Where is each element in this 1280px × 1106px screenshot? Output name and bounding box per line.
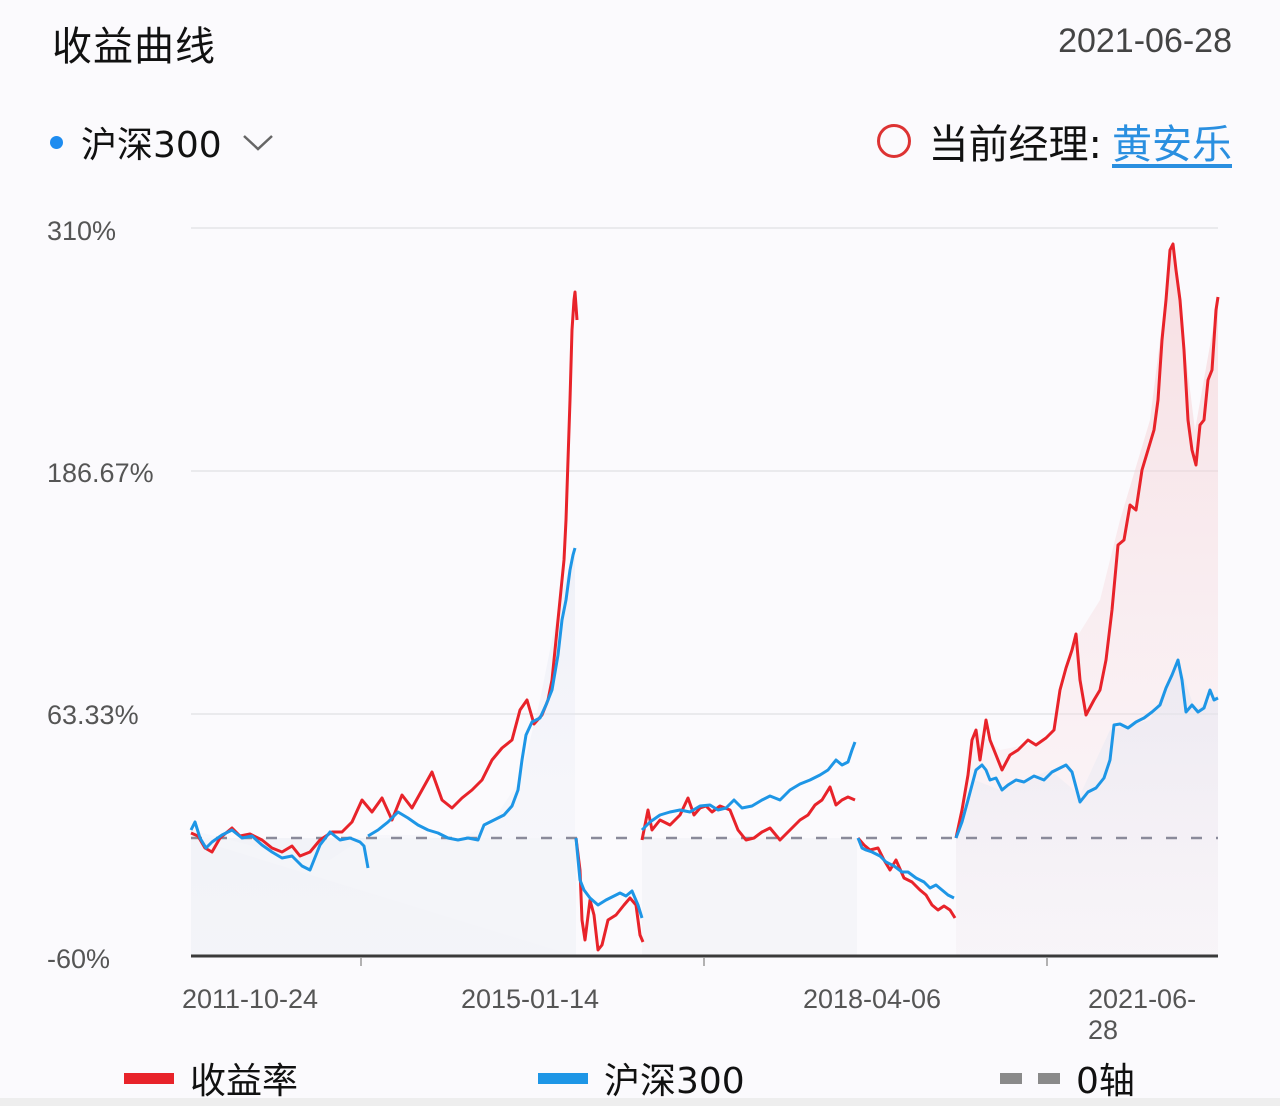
- area-fills: [191, 245, 1218, 956]
- page-title: 收益曲线: [52, 24, 216, 70]
- series-return: [190, 242, 1220, 952]
- y-tick-label: 63.33%: [47, 700, 139, 730]
- chevron-down-icon: [242, 135, 273, 151]
- x-tick-label: 2015-01-14: [460, 984, 600, 1014]
- y-tick-label: 310%: [47, 216, 117, 246]
- legend-swatch-blue-icon: [538, 1072, 588, 1084]
- current-manager: 当前经理: 黄安乐: [876, 112, 1232, 170]
- x-tick-label: 2018-04-06: [802, 984, 942, 1014]
- legend-label: 0轴: [1076, 1061, 1135, 1102]
- x-tick-label: 2011-10-24: [181, 984, 319, 1014]
- y-tick-label: 186.67%: [47, 458, 154, 488]
- current-date: 2021-06-28: [1058, 22, 1232, 60]
- grid-lines: [191, 227, 1218, 715]
- benchmark-label: 沪深300: [81, 125, 222, 166]
- manager-label: 当前经理:: [928, 122, 1102, 168]
- manager-name-link[interactable]: 黄安乐: [1112, 122, 1232, 168]
- bottom-divider: [0, 1098, 1280, 1106]
- legend-swatch-dashed-icon: [1000, 1072, 1060, 1084]
- legend-item-return[interactable]: 收益率: [124, 1052, 298, 1104]
- x-axis-ticks: [360, 957, 1048, 966]
- benchmark-dot-icon: [50, 135, 63, 149]
- series-csi300: [189, 547, 1219, 919]
- legend-label: 沪深300: [604, 1061, 745, 1102]
- legend-swatch-red-icon: [124, 1072, 174, 1084]
- legend-label: 收益率: [190, 1061, 299, 1102]
- manager-ring-icon: [876, 124, 911, 158]
- y-tick-label: -60%: [47, 944, 111, 974]
- benchmark-selector[interactable]: 沪深300: [50, 116, 276, 168]
- legend-item-zero-axis[interactable]: 0轴: [1000, 1052, 1135, 1104]
- legend-item-csi300[interactable]: 沪深300: [538, 1052, 745, 1104]
- x-tick-label: 2021-06-28: [1088, 984, 1197, 1045]
